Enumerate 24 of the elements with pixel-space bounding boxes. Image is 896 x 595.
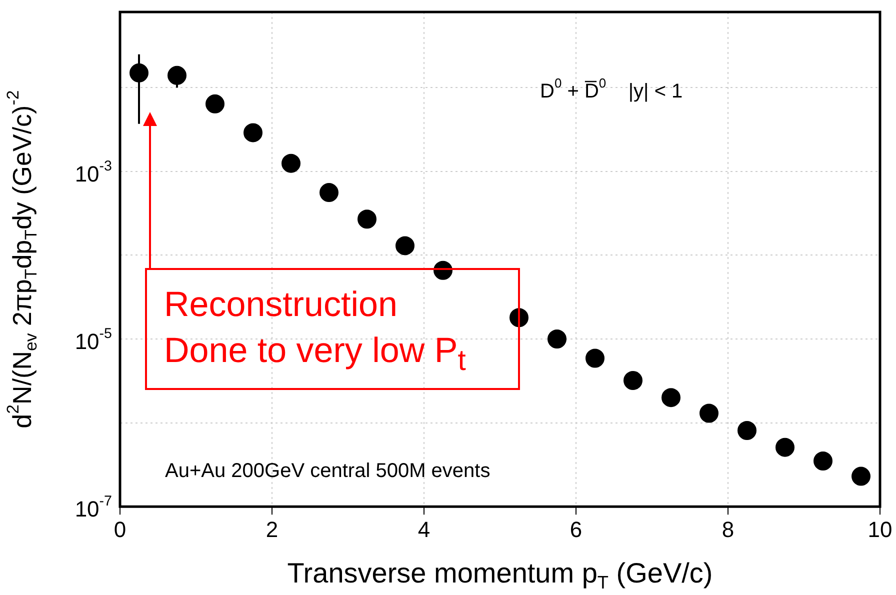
point <box>852 466 870 486</box>
point <box>624 370 642 390</box>
x-tick-label: 4 <box>418 516 430 542</box>
point <box>244 123 262 142</box>
point <box>738 420 756 440</box>
x-tick-label: 10 <box>868 516 892 542</box>
x-tick-label: 2 <box>266 516 278 542</box>
point <box>206 94 224 114</box>
point <box>282 154 300 173</box>
point <box>396 236 414 256</box>
point <box>700 404 718 423</box>
point <box>320 183 338 202</box>
point <box>358 210 376 229</box>
x-tick-label: 0 <box>114 516 126 542</box>
point <box>548 330 566 349</box>
x-tick-label: 8 <box>722 516 734 542</box>
annotation: Reconstruction Done to very low P$_{t}$ <box>164 284 466 379</box>
point <box>586 348 604 368</box>
point <box>814 452 832 471</box>
point <box>776 438 794 457</box>
x-tick-label: 6 <box>570 516 582 542</box>
text: d2N/(Nev 2πpTdpTdy (GeV/c)-2 <box>3 90 40 428</box>
annotation: Au+Au 200GeV central 500M events <box>165 460 490 482</box>
point <box>662 388 680 408</box>
